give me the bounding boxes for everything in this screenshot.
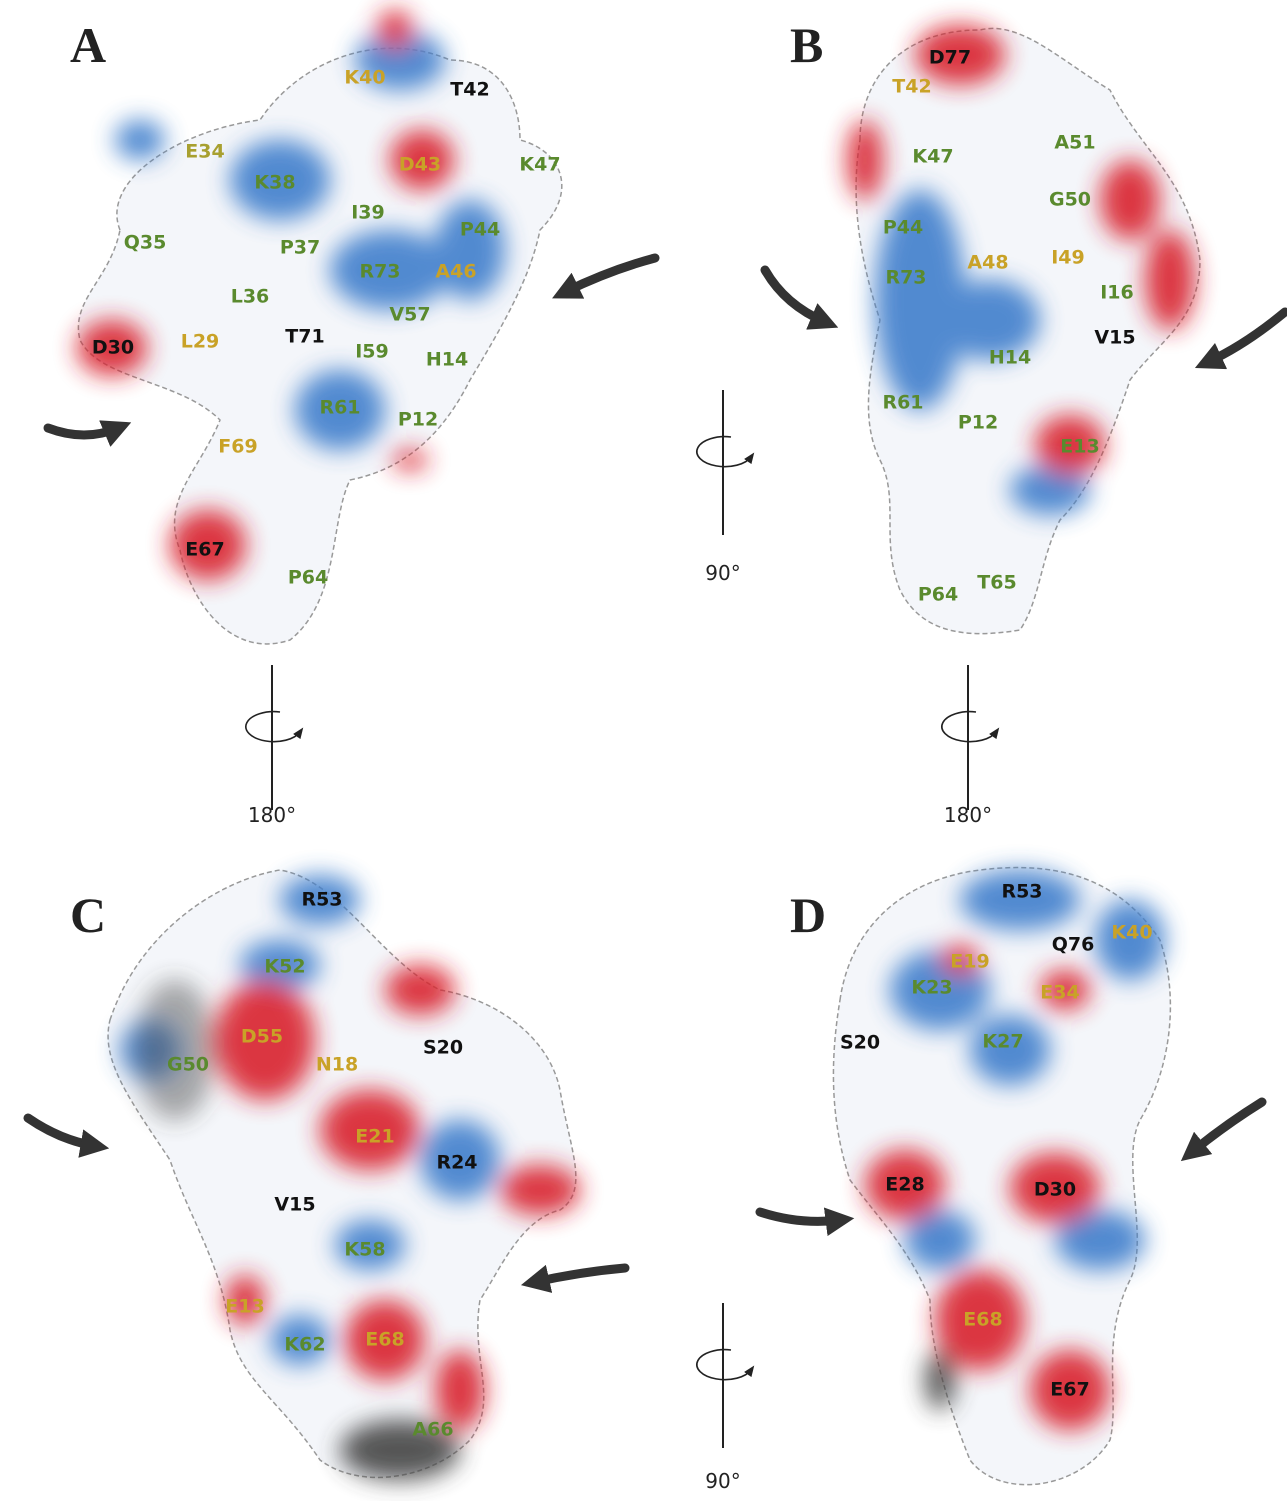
residue-label: H14 [989,347,1031,369]
residue-label: P12 [958,412,998,434]
residue-label: K47 [912,146,953,168]
residue-label: E68 [963,1309,1002,1331]
residue-label: P12 [398,409,438,431]
residue-label: A66 [412,1419,453,1441]
residue-label: D55 [241,1026,283,1048]
residue-label: N18 [316,1054,358,1076]
residue-label: L36 [231,286,270,308]
residue-label: A46 [435,261,476,283]
residue-label: S20 [423,1037,463,1059]
residue-label: E67 [1050,1379,1089,1401]
residue-label: Q35 [124,232,167,254]
residue-label: I16 [1100,282,1134,304]
residue-label: R73 [885,267,926,289]
residue-label: T42 [450,79,489,101]
residue-label: D30 [92,337,134,359]
panel-letter: B [790,17,823,73]
residue-label: K52 [264,956,305,978]
residue-label: H14 [426,349,468,371]
residue-label: T71 [285,326,324,348]
residue-label: Q76 [1052,934,1095,956]
residue-label: V57 [389,304,430,326]
residue-label: I59 [355,341,389,363]
residue-label: E68 [365,1329,404,1351]
residue-label: P44 [460,219,500,241]
residue-label: K62 [284,1334,325,1356]
residue-label: D77 [929,47,971,69]
residue-label: A48 [967,252,1008,274]
panel-letter: A [70,17,106,73]
residue-label: F69 [218,436,257,458]
residue-label: L29 [181,331,220,353]
residue-label: D43 [399,154,441,176]
residue-label: R73 [359,261,400,283]
residue-label: S20 [840,1032,880,1054]
panel-letter: D [790,887,826,943]
surface-a [77,47,563,645]
rotation-angle: 90° [705,1469,740,1493]
residue-label: E67 [185,539,224,561]
labels: A K40 T42 E34 K38 D43 K47 I39 Q35 P37 P44 R73 A46 L36… [70,17,1153,1493]
residue-label: K27 [982,1031,1023,1053]
residue-label: E34 [1040,982,1079,1004]
panel-letter: C [70,887,106,943]
residue-label: T42 [892,76,931,98]
rotation-angle: 90° [705,561,740,585]
rotation-angle: 180° [944,803,992,827]
residue-label: R61 [882,392,923,414]
rotation-arrow [941,710,1000,743]
rotation-arrow [696,435,755,468]
surfaces [77,27,1201,1486]
residue-label: E13 [225,1296,264,1318]
residue-label: E34 [185,141,224,163]
residue-label: K23 [911,977,952,999]
residue-label: K58 [344,1239,385,1261]
rotation-angle: 180° [248,803,296,827]
residue-label: P64 [288,567,328,589]
residue-label: R61 [319,397,360,419]
rotation-arrow [696,1348,755,1381]
residue-label: R24 [436,1152,477,1174]
residue-label: T65 [977,572,1016,594]
residue-label: D30 [1034,1179,1076,1201]
charge-patches [77,10,1195,1480]
residue-label: K47 [519,154,560,176]
residue-label: P44 [883,217,923,239]
residue-label: E13 [1060,436,1099,458]
residue-label: K40 [1111,922,1152,944]
residue-label: G50 [167,1054,209,1076]
surface-c [107,869,577,1479]
residue-label: K38 [254,172,295,194]
residue-label: G50 [1049,189,1091,211]
residue-label: E21 [355,1126,394,1148]
residue-label: P64 [918,584,958,606]
arrows [23,253,1287,1293]
residue-label: P37 [280,237,320,259]
residue-label: R53 [1001,881,1042,903]
residue-label: E28 [885,1174,924,1196]
residue-label: V15 [1094,327,1135,349]
residue-label: R53 [301,889,342,911]
residue-label: I49 [1051,247,1085,269]
residue-label: V15 [274,1194,315,1216]
residue-label: I39 [351,202,385,224]
residue-label: K40 [344,67,385,89]
residue-label: A51 [1054,132,1095,154]
residue-label: E19 [950,951,989,973]
rotation-arrow [245,710,304,743]
